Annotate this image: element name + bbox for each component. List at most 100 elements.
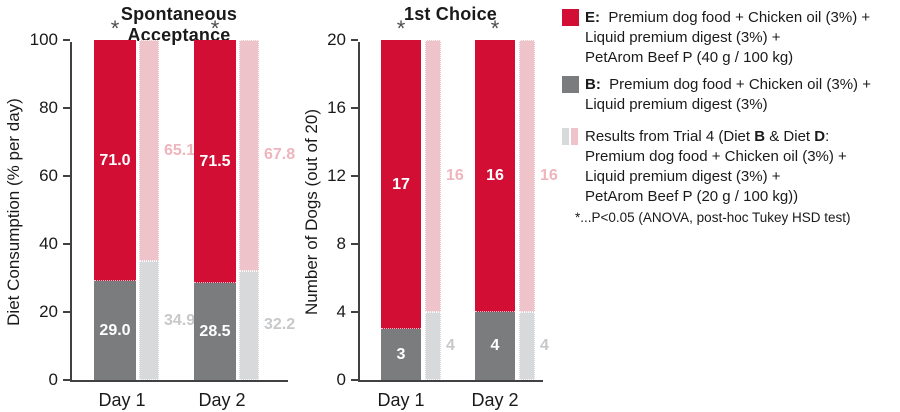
legend-text-line: PetArom Beef P (20 g / 100 kg)) [585, 187, 847, 207]
trial4-value-label-diet-b: 34.9 [164, 311, 196, 329]
bar-value-label-diet-b: 28.5 [199, 322, 231, 340]
legend-text-segment: Liquid premium digest (3%) + [585, 168, 781, 185]
significance-footnote: *...P<0.05 (ANOVA, post-hoc Tukey HSD te… [575, 210, 851, 225]
y-axis-tick [63, 379, 70, 381]
chart-title-spontaneous-acceptance: Spontaneous Acceptance [120, 4, 238, 45]
y-axis-tick [63, 175, 70, 177]
bar-value-label-diet-e: 71.0 [99, 151, 131, 169]
legend: E: Premium dog food + Chicken oil (3%) +… [560, 8, 900, 214]
legend-text-segment: B: [585, 76, 601, 93]
y-axis-tick-label: 60 [39, 166, 58, 185]
legend-text-line: E: Premium dog food + Chicken oil (3%) + [585, 8, 870, 28]
significance-asterisk: * [110, 16, 120, 41]
y-axis-tick-label: 40 [39, 234, 58, 253]
legend-text-line: Liquid premium digest (3%) + [585, 28, 870, 48]
plot-area-spontaneous-acceptance: 0 20 40 60 80 100 29.0 71.0 34.9 65.1 * Day 1 28.5 71… [30, 18, 296, 411]
y-axis-tick-label: 0 [48, 370, 58, 389]
legend-text-segment: E: [585, 9, 600, 26]
y-axis-tick-label: 20 [39, 302, 58, 321]
chart-first-choice: 1st Choice Number of Dogs (out of 20) 0 4… [300, 0, 562, 412]
significance-asterisk: * [396, 16, 406, 41]
y-axis-tick [63, 311, 70, 313]
legend-text-segment: PetArom Beef P (20 g / 100 kg)) [585, 188, 799, 205]
main-bar-segment-diet-b [94, 281, 136, 380]
y-axis-tick-label: 20 [327, 30, 346, 49]
legend-text-line: Premium dog food + Chicken oil (3%) + [585, 147, 847, 167]
legend-item: B: Premium dog food + Chicken oil (3%) +… [560, 75, 900, 115]
y-axis-tick-label: 12 [327, 166, 346, 185]
y-axis-tick-label: 8 [336, 234, 346, 253]
bar-value-label-diet-e: 16 [486, 167, 504, 184]
y-axis-tick-label: 80 [39, 98, 58, 117]
trial4-value-label-diet-b: 4 [446, 337, 455, 354]
x-category-label: Day 2 [198, 390, 246, 410]
y-axis-tick [351, 175, 358, 177]
legend-item: Results from Trial 4 (Diet B & Diet D: Pr… [560, 127, 900, 207]
y-axis-tick [351, 379, 358, 381]
y-axis-tick-label: 0 [336, 370, 346, 389]
y-axis-tick [63, 39, 70, 41]
trial4-value-label-diet-d: 16 [540, 167, 558, 184]
y-axis-tick-label: 100 [29, 30, 58, 49]
legend-text: B: Premium dog food + Chicken oil (3%) +… [585, 75, 871, 115]
main-bar-segment-diet-e [381, 40, 421, 329]
y-axis-tick-label: 16 [327, 98, 346, 117]
legend-text-segment: Liquid premium digest (3%) [585, 96, 768, 113]
trial4-bar-segment-diet-d [139, 40, 159, 262]
legend-swatch-red [562, 9, 579, 26]
main-bar-segment-diet-b [194, 283, 236, 380]
x-category-label: Day 1 [98, 390, 146, 410]
chart-spontaneous-acceptance: Spontaneous Acceptance Diet Consumption … [0, 0, 300, 412]
significance-asterisk: * [210, 16, 220, 41]
legend-swatch-trial4-pink [571, 128, 578, 145]
legend-text-segment: Premium dog food + Chicken oil (3%) + [600, 76, 871, 93]
legend-text-segment: D [814, 128, 826, 145]
legend-text: E: Premium dog food + Chicken oil (3%) +… [585, 8, 870, 68]
y-axis-tick [63, 243, 70, 245]
legend-text-line: B: Premium dog food + Chicken oil (3%) + [585, 75, 871, 95]
legend-text-segment: Premium dog food + Chicken oil (3%) + [600, 9, 871, 26]
main-bar-segment-diet-b [475, 312, 515, 380]
main-bar-segment-diet-e [194, 40, 236, 284]
trial4-value-label-diet-d: 65.1 [164, 141, 196, 159]
legend-text-line: Liquid premium digest (3%) [585, 95, 871, 115]
trial4-value-label-diet-b: 32.2 [264, 316, 296, 334]
legend-text-segment: Liquid premium digest (3%) + [585, 29, 781, 46]
y-axis-tick [351, 39, 358, 41]
y-axis-tick [63, 107, 70, 109]
bar-value-label-diet-b: 3 [396, 345, 406, 363]
trial4-bar-segment-diet-b [139, 261, 159, 380]
y-axis-tick [351, 243, 358, 245]
legend-text-segment: Results from Trial 4 (Diet [585, 128, 755, 145]
significance-asterisk: * [490, 16, 500, 41]
y-axis-label-number-of-dogs: Number of Dogs (out of 20) [302, 109, 321, 315]
bar-value-label-diet-e: 17 [392, 175, 410, 193]
trial4-bar-segment-diet-b [425, 312, 441, 380]
trial4-value-label-diet-d: 16 [446, 167, 464, 184]
x-category-label: Day 1 [377, 390, 425, 410]
legend-text-line: Liquid premium digest (3%) + [585, 167, 847, 187]
y-axis-label-diet-consumption: Diet Consumption (% per day) [4, 98, 23, 326]
bar-value-label-diet-b: 29.0 [99, 321, 131, 339]
bar-value-label-diet-b: 4 [490, 337, 500, 354]
trial4-bar-segment-diet-d [425, 40, 441, 312]
legend-swatch-trial4-lightgray [562, 128, 569, 145]
plot-area-first-choice: 0 4 8 12 16 20 3 17 4 16 * Day 1 4 16 4 16 * Day 2 [327, 18, 558, 411]
legend-item: E: Premium dog food + Chicken oil (3%) +… [560, 8, 900, 68]
legend-text: Results from Trial 4 (Diet B & Diet D: Pr… [585, 127, 847, 207]
trial4-value-label-diet-b: 4 [540, 337, 549, 354]
legend-text-segment: Premium dog food + Chicken oil (3%) + [585, 148, 847, 165]
trial4-bar-segment-diet-b [239, 270, 259, 380]
y-axis-tick-label: 4 [336, 302, 346, 321]
y-axis-tick [351, 311, 358, 313]
main-bar-segment-diet-b [381, 329, 421, 380]
trial4-value-label-diet-d: 67.8 [264, 146, 296, 164]
chart-title-first-choice: 1st Choice [403, 4, 498, 24]
main-bar-segment-diet-e [94, 40, 136, 282]
legend-text-line: PetArom Beef P (40 g / 100 kg) [585, 48, 870, 68]
trial4-bar-segment-diet-d [239, 40, 259, 271]
main-bar-segment-diet-e [475, 40, 515, 312]
legend-swatch-gray [562, 76, 579, 93]
trial4-bar-segment-diet-b [519, 312, 535, 380]
